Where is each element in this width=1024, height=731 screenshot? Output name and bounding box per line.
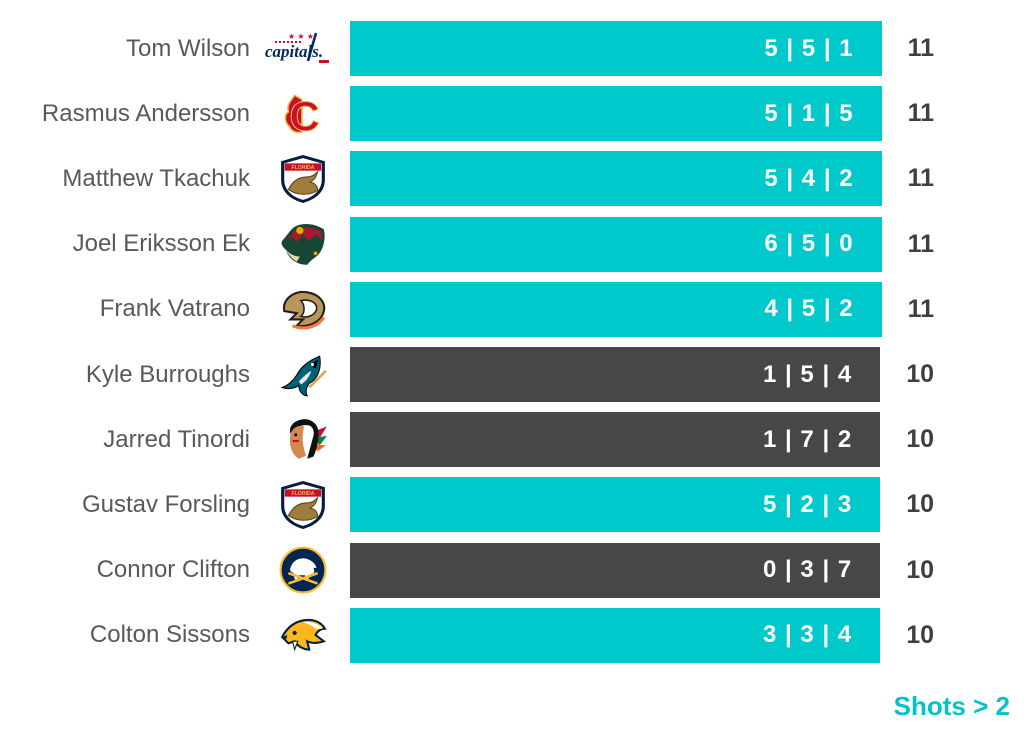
sharks-logo	[256, 350, 350, 400]
sabres-logo	[256, 545, 350, 595]
total-label: 10	[906, 555, 934, 584]
shots-bar: 1 | 5 | 4	[350, 347, 881, 403]
bar-track: 1 | 5 | 4 10	[350, 347, 934, 403]
bar-value-label: 0 | 3 | 7	[763, 556, 853, 584]
player-row: Kyle Burroughs 1 | 5 | 4 10	[0, 342, 1014, 407]
player-row: Frank Vatrano 4 | 5 | 2 11	[0, 277, 1014, 342]
total-label: 11	[907, 229, 934, 258]
shots-bar: 3 | 3 | 4	[350, 607, 881, 663]
bar-track: 5 | 2 | 3 10	[350, 477, 934, 533]
total-label: 10	[906, 425, 934, 454]
shots-bar: 1 | 7 | 2	[350, 412, 881, 468]
bar-value-label: 5 | 2 | 3	[763, 490, 853, 518]
shots-bar: 0 | 3 | 7	[350, 542, 881, 598]
shots-bar: 5 | 4 | 2	[350, 151, 882, 207]
bar-track: 0 | 3 | 7 10	[350, 542, 934, 598]
bar-value-label: 1 | 7 | 2	[763, 425, 853, 453]
panthers-logo: FLORIDA	[256, 154, 350, 204]
bar-track: 5 | 5 | 1 11	[350, 21, 934, 77]
player-row: Colton Sissons 3 | 3 | 4 10	[0, 603, 1014, 668]
player-name: Joel Eriksson Ek	[72, 230, 250, 258]
bar-value-label: 4 | 5 | 2	[764, 295, 854, 323]
shots-bar: 5 | 5 | 1	[350, 21, 882, 77]
total-label: 10	[906, 620, 934, 649]
total-label: 10	[906, 490, 934, 519]
shots-bar: 5 | 1 | 5	[350, 86, 882, 142]
player-name: Tom Wilson	[125, 34, 250, 62]
ducks-logo	[256, 284, 350, 334]
bar-track: 5 | 4 | 2 11	[350, 151, 934, 207]
total-label: 11	[907, 99, 934, 128]
blackhawks-logo	[256, 415, 350, 465]
player-name: Kyle Burroughs	[85, 360, 250, 388]
player-row: Joel Eriksson Ek 6 | 5 | 0 11	[0, 212, 1014, 277]
shots-bar: 4 | 5 | 2	[350, 281, 882, 337]
shots-bar: 6 | 5 | 0	[350, 216, 882, 272]
player-name: Matthew Tkachuk	[62, 164, 250, 192]
shots-bar: 5 | 2 | 3	[350, 477, 881, 533]
player-row: Jarred Tinordi 1 | 7 | 2 10	[0, 407, 1014, 472]
footer-filter-label: Shots > 2	[893, 691, 1010, 721]
total-label: 11	[907, 164, 934, 193]
bar-value-label: 5 | 1 | 5	[764, 99, 854, 127]
total-label: 10	[906, 360, 934, 389]
svg-text:FLORIDA: FLORIDA	[291, 165, 314, 171]
flames-logo: C	[256, 89, 350, 139]
predators-logo	[256, 610, 350, 660]
bar-track: 4 | 5 | 2 11	[350, 281, 934, 337]
svg-text:capitals.: capitals.	[265, 42, 323, 61]
player-row: Rasmus Andersson C 5 | 1 | 5 11	[0, 81, 1014, 146]
bar-value-label: 5 | 5 | 1	[764, 34, 854, 62]
player-row: Tom Wilson ★ ★ ★ capitals. 5 | 5 | 1 11	[0, 16, 1014, 81]
player-name: Frank Vatrano	[99, 295, 250, 323]
bar-track: 6 | 5 | 0 11	[350, 216, 934, 272]
player-name: Connor Clifton	[96, 556, 250, 584]
svg-text:FLORIDA: FLORIDA	[291, 491, 314, 497]
panthers-logo: FLORIDA	[256, 480, 350, 530]
player-name: Gustav Forsling	[81, 490, 250, 518]
svg-text:C: C	[289, 92, 319, 138]
bar-value-label: 6 | 5 | 0	[764, 230, 854, 258]
capitals-logo: ★ ★ ★ capitals.	[256, 30, 350, 68]
wild-logo	[256, 219, 350, 269]
bar-value-label: 3 | 3 | 4	[763, 621, 853, 649]
player-name: Rasmus Andersson	[41, 99, 250, 127]
bar-track: 5 | 1 | 5 11	[350, 86, 934, 142]
bar-chart: Tom Wilson ★ ★ ★ capitals. 5 | 5 | 1 11 …	[0, 16, 1014, 668]
player-name: Jarred Tinordi	[103, 425, 250, 453]
bar-track: 1 | 7 | 2 10	[350, 412, 934, 468]
bar-value-label: 5 | 4 | 2	[764, 164, 854, 192]
total-label: 11	[907, 34, 934, 63]
player-row: Gustav Forsling FLORIDA 5 | 2 | 3 10	[0, 472, 1014, 537]
player-name: Colton Sissons	[89, 621, 250, 649]
bar-value-label: 1 | 5 | 4	[763, 360, 853, 388]
total-label: 11	[907, 294, 934, 323]
bar-track: 3 | 3 | 4 10	[350, 607, 934, 663]
player-row: Matthew Tkachuk FLORIDA 5 | 4 | 2 11	[0, 146, 1014, 211]
player-row: Connor Clifton 0 | 3 | 7 10	[0, 538, 1014, 603]
svg-text:★ ★ ★: ★ ★ ★	[288, 32, 314, 41]
